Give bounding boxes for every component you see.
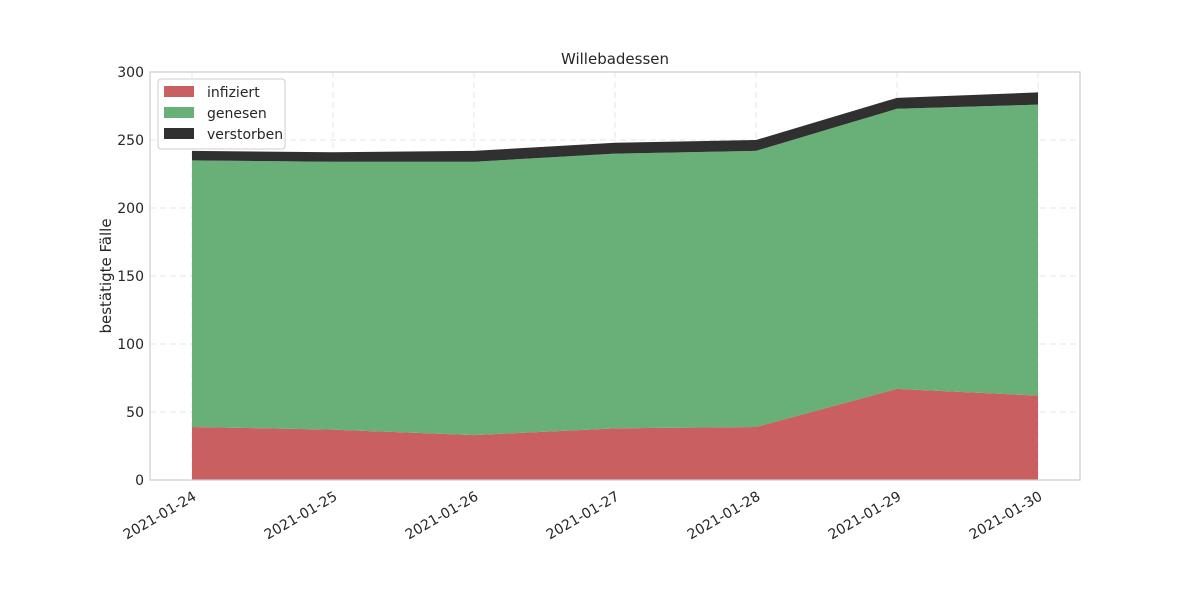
area-infiziert [192,388,1038,480]
chart-title: Willebadessen [561,50,669,68]
legend-label-verstorben: verstorben [207,127,283,143]
y-tick-label: 150 [117,269,144,285]
legend-label-infiziert: infiziert [207,85,260,101]
y-tick-label: 250 [117,133,144,149]
area-verstorben [192,92,1038,162]
y-tick-label: 300 [117,65,144,81]
legend-swatch-verstorben [164,128,194,139]
plot-frame [149,71,1081,481]
area-genesen [192,104,1038,436]
y-tick-label: 100 [117,337,144,353]
stacked-areas [192,92,1038,480]
y-tick-label: 50 [126,405,144,421]
legend-swatch-infiziert [164,86,194,97]
legend: infiziert genesen verstorben [157,78,286,150]
legend-swatch-genesen [164,107,194,118]
y-tick-label: 200 [117,201,144,217]
legend-label-genesen: genesen [207,106,267,122]
y-tick-label: 0 [135,473,144,489]
y-axis-ticks: 0 50 100 150 200 250 300 [117,65,144,489]
y-axis-label: bestätigte Fälle [97,218,115,333]
